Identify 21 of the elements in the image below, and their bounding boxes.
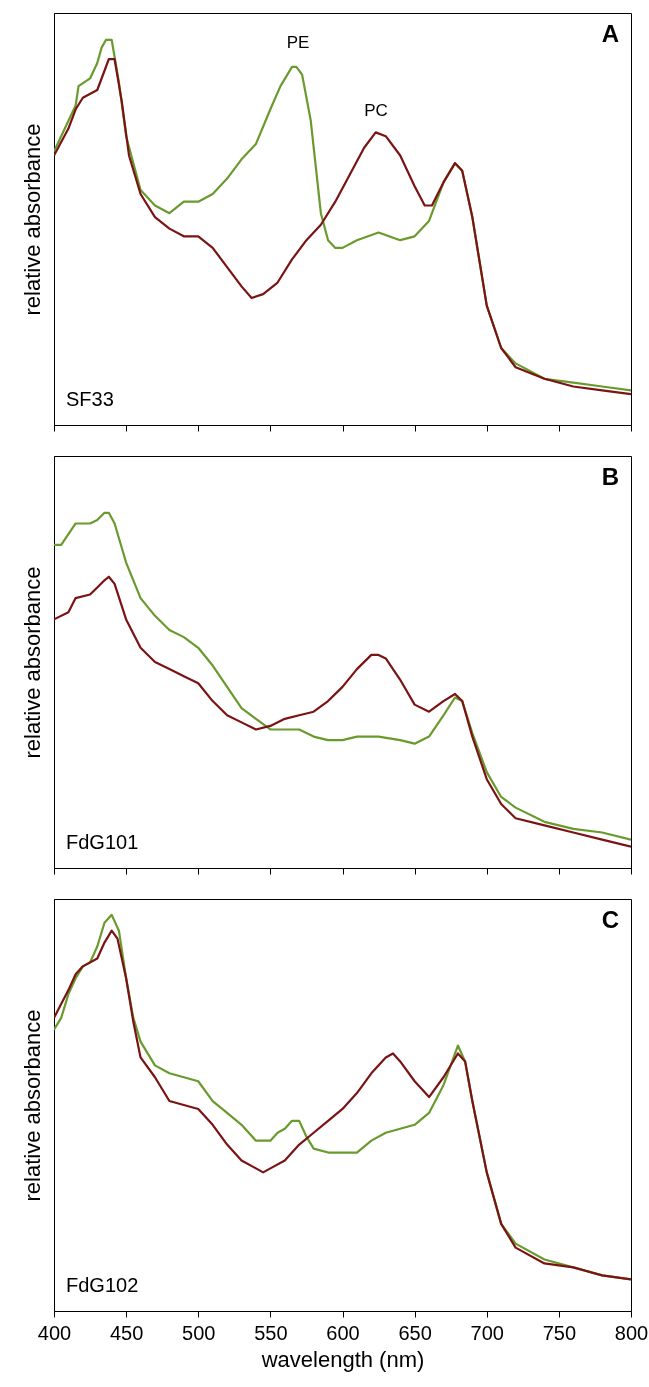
x-tick-label: 700 — [470, 1321, 504, 1344]
x-tick-label: 800 — [614, 1321, 649, 1344]
annotation: C — [601, 906, 619, 933]
y-axis-title: relative absorbance — [19, 566, 45, 759]
x-tick-label: 750 — [542, 1321, 577, 1344]
x-tick-label: 600 — [326, 1321, 360, 1344]
x-tick-label: 650 — [398, 1321, 432, 1344]
annotation: FdG102 — [66, 1274, 139, 1296]
annotation: FdG101 — [66, 831, 139, 853]
x-tick-label: 450 — [109, 1321, 144, 1344]
y-axis-title: relative absorbance — [19, 1009, 45, 1202]
annotation: PC — [364, 101, 388, 120]
y-axis-title: relative absorbance — [19, 123, 45, 316]
text: B — [601, 463, 619, 490]
x-tick-label: 500 — [182, 1321, 216, 1344]
x-axis-title: wavelength (nm) — [260, 1346, 425, 1372]
annotation: SF33 — [66, 388, 114, 410]
x-tick-label: 550 — [254, 1321, 288, 1344]
annotation: A — [601, 20, 619, 47]
annotation: PE — [286, 33, 310, 52]
x-tick-label: 400 — [37, 1321, 72, 1344]
